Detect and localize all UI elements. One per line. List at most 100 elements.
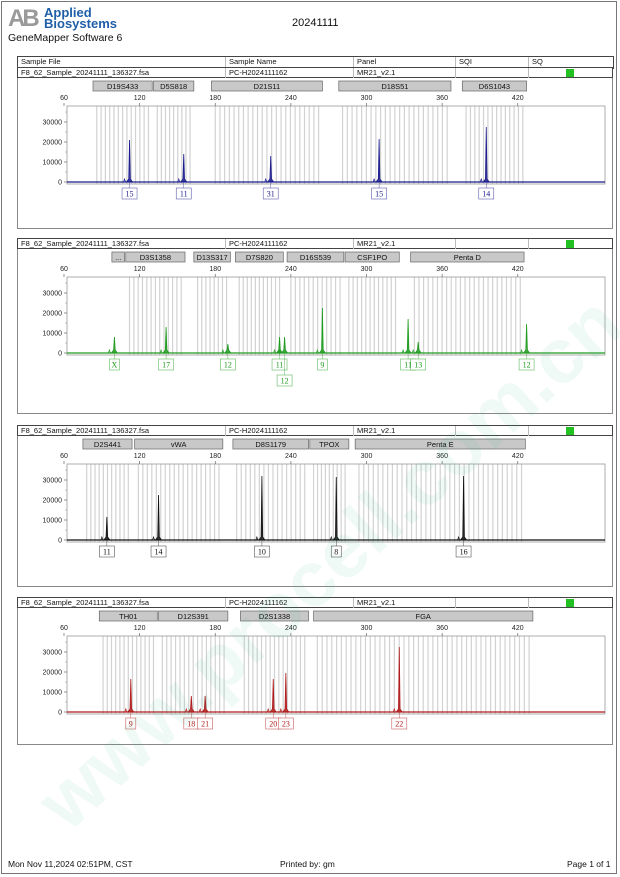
peak[interactable] — [281, 336, 288, 354]
allele-label: 9 — [129, 720, 133, 729]
marker-bar[interactable] — [153, 80, 195, 92]
peak[interactable] — [162, 326, 170, 354]
x-tick-label: 180 — [209, 95, 221, 102]
peak[interactable] — [187, 695, 195, 713]
allele-label-box[interactable] — [455, 545, 472, 558]
peak[interactable] — [414, 341, 422, 354]
peak[interactable] — [395, 646, 403, 713]
peak[interactable] — [269, 678, 277, 713]
peak[interactable] — [276, 336, 283, 354]
marker-bar[interactable] — [134, 438, 224, 450]
peak[interactable] — [282, 672, 290, 713]
allele-label-box[interactable] — [410, 358, 426, 371]
allele-label: 8 — [334, 548, 338, 557]
plot-frame — [66, 276, 606, 356]
allele-label-box[interactable] — [278, 717, 294, 730]
marker-bar[interactable] — [232, 438, 309, 450]
allele-label-box[interactable] — [276, 374, 293, 387]
peak[interactable] — [319, 307, 326, 354]
x-tick-label: 420 — [512, 625, 524, 632]
y-tick-label: 20000 — [43, 140, 63, 147]
peak[interactable] — [127, 678, 135, 713]
marker-bar[interactable] — [82, 438, 133, 450]
peak[interactable] — [103, 516, 111, 541]
allele-label-box[interactable] — [254, 545, 270, 558]
marker-bar[interactable] — [240, 610, 309, 622]
plot-frame — [66, 105, 606, 185]
allele-label-box[interactable] — [158, 358, 174, 371]
marker-bar[interactable] — [309, 438, 350, 450]
allele-label-box[interactable] — [391, 717, 408, 730]
allele-label-box[interactable] — [109, 358, 120, 371]
allele-label-box[interactable] — [271, 358, 288, 371]
peak[interactable] — [155, 494, 162, 541]
y-tick-label: 0 — [58, 538, 62, 545]
allele-label-box[interactable] — [197, 717, 213, 730]
x-tick-label: 240 — [285, 266, 297, 273]
sample-row[interactable]: F8_62_Sample_20241111_136327.fsa PC-H2024… — [17, 425, 613, 436]
sample-row[interactable]: F8_62_Sample_20241111_136327.fsa PC-H2024… — [17, 597, 613, 608]
allele-label-box[interactable] — [150, 545, 167, 558]
plot-frame — [66, 635, 606, 715]
allele-label-box[interactable] — [175, 187, 192, 200]
allele-label-box[interactable] — [121, 187, 138, 200]
marker-label: Penta E — [427, 440, 454, 449]
print-datetime: Mon Nov 11,2024 02:51PM, CST — [8, 859, 133, 869]
electropherogram-panel: F8_62_Sample_20241111_136327.fsa PC-H2024… — [17, 597, 613, 745]
marker-bar[interactable] — [125, 251, 186, 263]
marker-bar[interactable] — [410, 251, 525, 263]
allele-label-box[interactable] — [371, 187, 387, 200]
sq-status-indicator — [566, 69, 574, 77]
sqi-cell — [455, 598, 528, 608]
allele-label-box[interactable] — [125, 717, 137, 730]
peak[interactable] — [375, 138, 383, 183]
x-tick-label: 120 — [134, 625, 146, 632]
marker-bar[interactable] — [354, 438, 526, 450]
marker-bar[interactable] — [193, 251, 231, 263]
marker-bar[interactable] — [92, 80, 153, 92]
applied-biosystems-logo: AB Applied Biosystems — [8, 6, 118, 32]
allele-label-box[interactable] — [317, 358, 328, 371]
allele-label-box[interactable] — [99, 545, 115, 558]
x-tick-label: 120 — [134, 453, 146, 460]
peak[interactable] — [404, 318, 412, 354]
peak[interactable] — [258, 475, 266, 541]
sample-row[interactable]: F8_62_Sample_20241111_136327.fsa PC-H2024… — [17, 238, 613, 249]
peak[interactable] — [126, 139, 133, 183]
allele-label: 12 — [523, 361, 531, 370]
sqi-cell — [455, 68, 528, 78]
peak[interactable] — [201, 695, 209, 713]
allele-label-box[interactable] — [518, 358, 535, 371]
allele-label-box[interactable] — [478, 187, 495, 200]
electropherogram-panel: F8_62_Sample_20241111_136327.fsa PC-H2024… — [17, 238, 613, 414]
allele-label: 15 — [126, 190, 134, 199]
marker-bar[interactable] — [158, 610, 229, 622]
marker-label: D16S539 — [300, 253, 331, 262]
allele-label-box[interactable] — [330, 545, 342, 558]
x-tick-label: 180 — [209, 453, 221, 460]
marker-bar[interactable] — [235, 251, 284, 263]
peak[interactable] — [332, 476, 340, 541]
marker-bar[interactable] — [211, 80, 323, 92]
peak[interactable] — [224, 343, 232, 354]
peak[interactable] — [111, 336, 118, 354]
marker-bar[interactable] — [98, 610, 158, 622]
x-tick-label: 180 — [209, 266, 221, 273]
peak[interactable] — [460, 475, 467, 541]
marker-bar[interactable] — [313, 610, 534, 622]
x-tick-label: 300 — [361, 453, 373, 460]
peak[interactable] — [267, 155, 275, 183]
marker-bar[interactable] — [338, 80, 452, 92]
x-tick-label: 240 — [285, 453, 297, 460]
marker-bar[interactable] — [111, 251, 125, 263]
allele-label-box[interactable] — [220, 358, 236, 371]
marker-bar[interactable] — [461, 80, 527, 92]
allele-label-box[interactable] — [262, 187, 279, 200]
marker-bar[interactable] — [286, 251, 345, 263]
peak[interactable] — [482, 126, 490, 183]
sample-row[interactable]: F8_62_Sample_20241111_136327.fsa PC-H2024… — [17, 67, 613, 78]
peak[interactable] — [180, 153, 188, 183]
allele-bins — [102, 636, 530, 714]
marker-bar[interactable] — [344, 251, 400, 263]
peak[interactable] — [523, 323, 530, 354]
